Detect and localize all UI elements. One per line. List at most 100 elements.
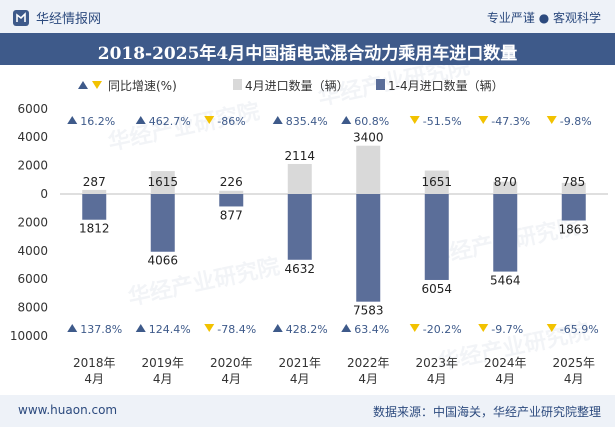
- growth-jan-apr-label-down-arrow-icon: [546, 324, 557, 332]
- growth-jan-apr-label-up-arrow-icon: [341, 324, 352, 332]
- x-tick-label-year: 2018年: [73, 356, 116, 370]
- growth-april-label: -47.3%: [491, 115, 530, 128]
- growth-april-label: -9.8%: [560, 115, 592, 128]
- huajing-logo-icon: [13, 9, 29, 26]
- bar-april: [493, 181, 518, 194]
- legend-jan-apr-swatch: [376, 79, 385, 90]
- growth-jan-apr-label-up-arrow-icon: [272, 324, 283, 332]
- legend-growth: 同比增速(%): [108, 79, 177, 93]
- bar-april: [219, 190, 244, 194]
- legend-april: 4月进口数量（辆）: [245, 78, 349, 93]
- bar-jan-apr-label: 4066: [147, 254, 178, 268]
- growth-april-label-down-arrow-icon: [409, 116, 420, 124]
- bar-april-label: 3400: [353, 131, 384, 145]
- x-tick-label-month: 4月: [84, 372, 104, 386]
- growth-april-label: 16.2%: [80, 115, 115, 128]
- growth-april-label-down-arrow-icon: [478, 116, 489, 124]
- bar-april-label: 226: [220, 175, 243, 189]
- x-tick-label-month: 4月: [358, 372, 378, 386]
- x-tick-label-year: 2023年: [415, 356, 458, 370]
- bar-jan-apr: [287, 194, 312, 260]
- bar-april: [561, 182, 586, 194]
- top-bar: 华经情报网 专业严谨 ● 客观科学: [0, 0, 615, 33]
- bar-jan-apr: [424, 194, 449, 280]
- data-source: 数据来源：中国海关，华经产业研究院整理: [372, 405, 601, 419]
- x-tick-label-year: 2019年: [141, 356, 184, 370]
- legend-jan-apr: 1-4月进口数量（辆）: [388, 78, 504, 93]
- growth-april-label-up-arrow-icon: [135, 116, 146, 124]
- bar-jan-apr: [150, 194, 175, 252]
- bar-april: [356, 145, 381, 194]
- bar-jan-apr: [219, 194, 244, 207]
- growth-april-label-down-arrow-icon: [204, 116, 215, 124]
- chart-svg: 华经产业研究院华经产业研究院华经产业研究院华经产业研究院华经产业研究院同比增速(…: [10, 65, 608, 386]
- x-tick-label-year: 2020年: [210, 356, 253, 370]
- x-tick-label-month: 4月: [564, 372, 584, 386]
- chart-title: 2018-2025年4月中国插电式混合动力乘用车进口数量: [97, 44, 518, 64]
- bar-jan-apr: [493, 194, 518, 272]
- growth-april-label: -51.5%: [423, 115, 462, 128]
- x-tick-label-month: 4月: [427, 372, 447, 386]
- x-tick-label-month: 4月: [290, 372, 310, 386]
- y-tick-label: 0: [40, 187, 48, 201]
- y-tick-label: 2000: [17, 215, 48, 229]
- x-tick-label-year: 2021年: [278, 356, 321, 370]
- bar-april-label: 2114: [284, 149, 315, 163]
- y-tick-label: 8000: [17, 301, 48, 315]
- bar-april: [82, 189, 107, 194]
- bar-jan-apr-label: 1863: [558, 222, 589, 236]
- growth-april-label: 60.8%: [354, 115, 389, 128]
- bar-april: [287, 163, 312, 194]
- growth-jan-apr-label: -65.9%: [560, 323, 599, 336]
- y-tick-label: 10000: [10, 329, 48, 343]
- bar-jan-apr-label: 1812: [79, 222, 110, 236]
- y-tick-label: 4000: [17, 244, 48, 258]
- growth-april-label-up-arrow-icon: [272, 116, 283, 124]
- growth-jan-apr-label-down-arrow-icon: [204, 324, 215, 332]
- growth-april-label-up-arrow-icon: [67, 116, 78, 124]
- growth-jan-apr-label: 124.4%: [149, 323, 191, 336]
- bar-jan-apr-label: 4632: [284, 262, 315, 276]
- brand-name: 华经情报网: [36, 12, 102, 27]
- bar-april-label: 1615: [147, 175, 178, 189]
- growth-april-label: 462.7%: [149, 115, 191, 128]
- bar-jan-apr: [82, 194, 107, 220]
- bar-jan-apr-label: 877: [220, 208, 243, 222]
- bar-april-label: 870: [494, 175, 517, 189]
- growth-jan-apr-label-down-arrow-icon: [409, 324, 420, 332]
- bar-jan-apr: [561, 194, 586, 221]
- bar-jan-apr-label: 6054: [421, 282, 452, 296]
- x-tick-label-month: 4月: [495, 372, 515, 386]
- growth-jan-apr-label: -20.2%: [423, 323, 462, 336]
- brand: 华经情报网: [12, 8, 101, 27]
- title-bar: 2018-2025年4月中国插电式混合动力乘用车进口数量: [0, 33, 615, 65]
- bar-jan-apr-label: 5464: [490, 274, 521, 288]
- slogan: 专业严谨 ● 客观科学: [486, 11, 601, 25]
- growth-april-label: -86%: [217, 115, 245, 128]
- y-tick-label: 6000: [17, 102, 48, 116]
- bar-april-label: 287: [83, 175, 106, 189]
- x-tick-label-month: 4月: [221, 372, 241, 386]
- x-tick-label-year: 2022年: [347, 356, 390, 370]
- y-tick-label: 6000: [17, 272, 48, 286]
- y-tick-label: 4000: [17, 130, 48, 144]
- growth-jan-apr-label: 428.2%: [286, 323, 328, 336]
- x-tick-label-year: 2025年: [552, 356, 595, 370]
- bar-april-label: 785: [562, 175, 585, 189]
- y-tick-label: 2000: [17, 159, 48, 173]
- legend-down-arrow-icon: [92, 81, 102, 89]
- growth-jan-apr-label: -9.7%: [491, 323, 523, 336]
- legend-april-swatch: [233, 79, 242, 90]
- growth-jan-apr-label-up-arrow-icon: [67, 324, 78, 332]
- legend-up-arrow-icon: [78, 81, 88, 89]
- bar-april-label: 1651: [421, 175, 452, 189]
- bar-jan-apr: [356, 194, 381, 302]
- growth-april-label-down-arrow-icon: [546, 116, 557, 124]
- footer-bar: www.huaon.com 数据来源：中国海关，华经产业研究院整理: [0, 395, 615, 427]
- growth-jan-apr-label-down-arrow-icon: [478, 324, 489, 332]
- growth-jan-apr-label: 137.8%: [80, 323, 122, 336]
- growth-april-label: 835.4%: [286, 115, 328, 128]
- footer-url[interactable]: www.huaon.com: [18, 403, 118, 417]
- growth-jan-apr-label: -78.4%: [217, 323, 256, 336]
